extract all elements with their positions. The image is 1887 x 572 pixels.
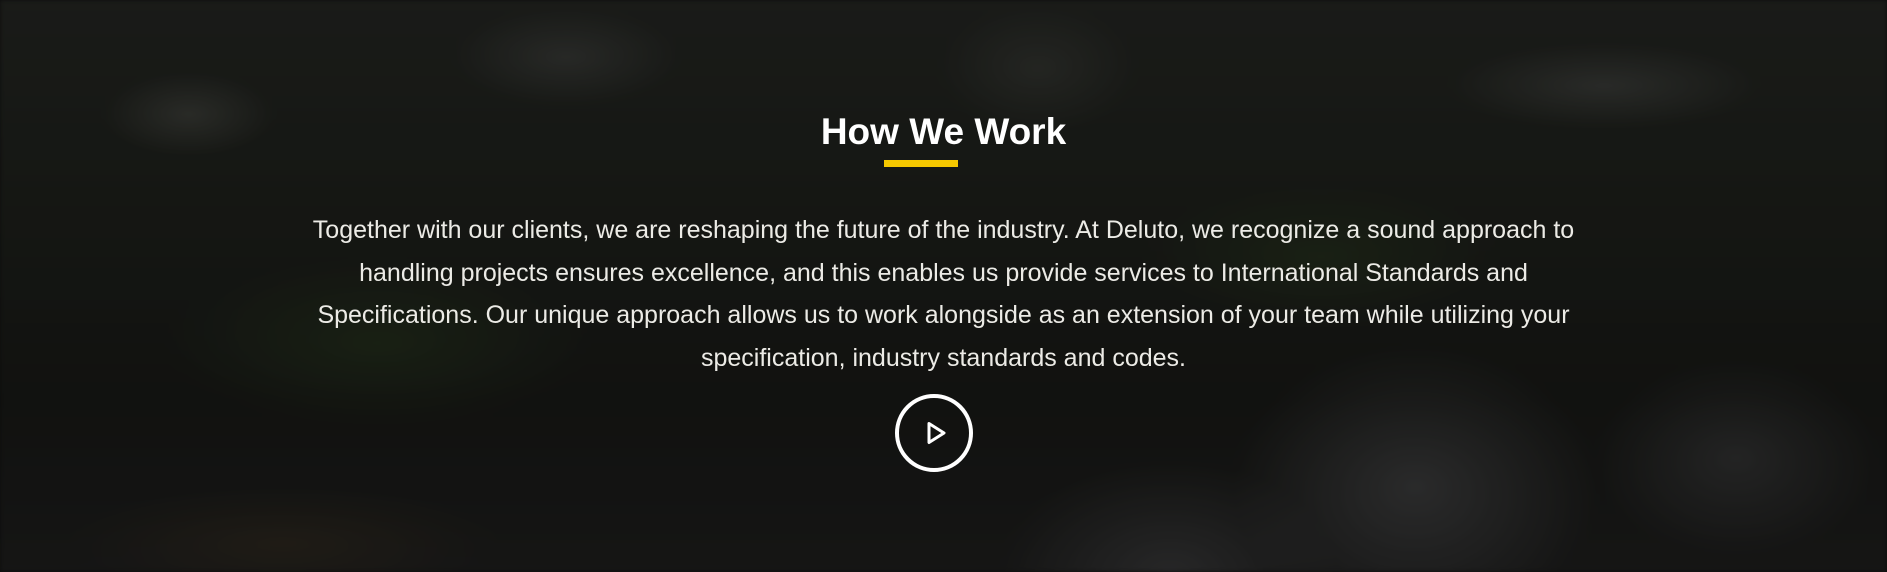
- play-video-button[interactable]: [895, 394, 973, 472]
- play-icon: [927, 422, 946, 444]
- section-title: How We Work: [820, 111, 1067, 152]
- title-underline: [884, 160, 958, 167]
- section-description: Together with our clients, we are reshap…: [312, 216, 1575, 372]
